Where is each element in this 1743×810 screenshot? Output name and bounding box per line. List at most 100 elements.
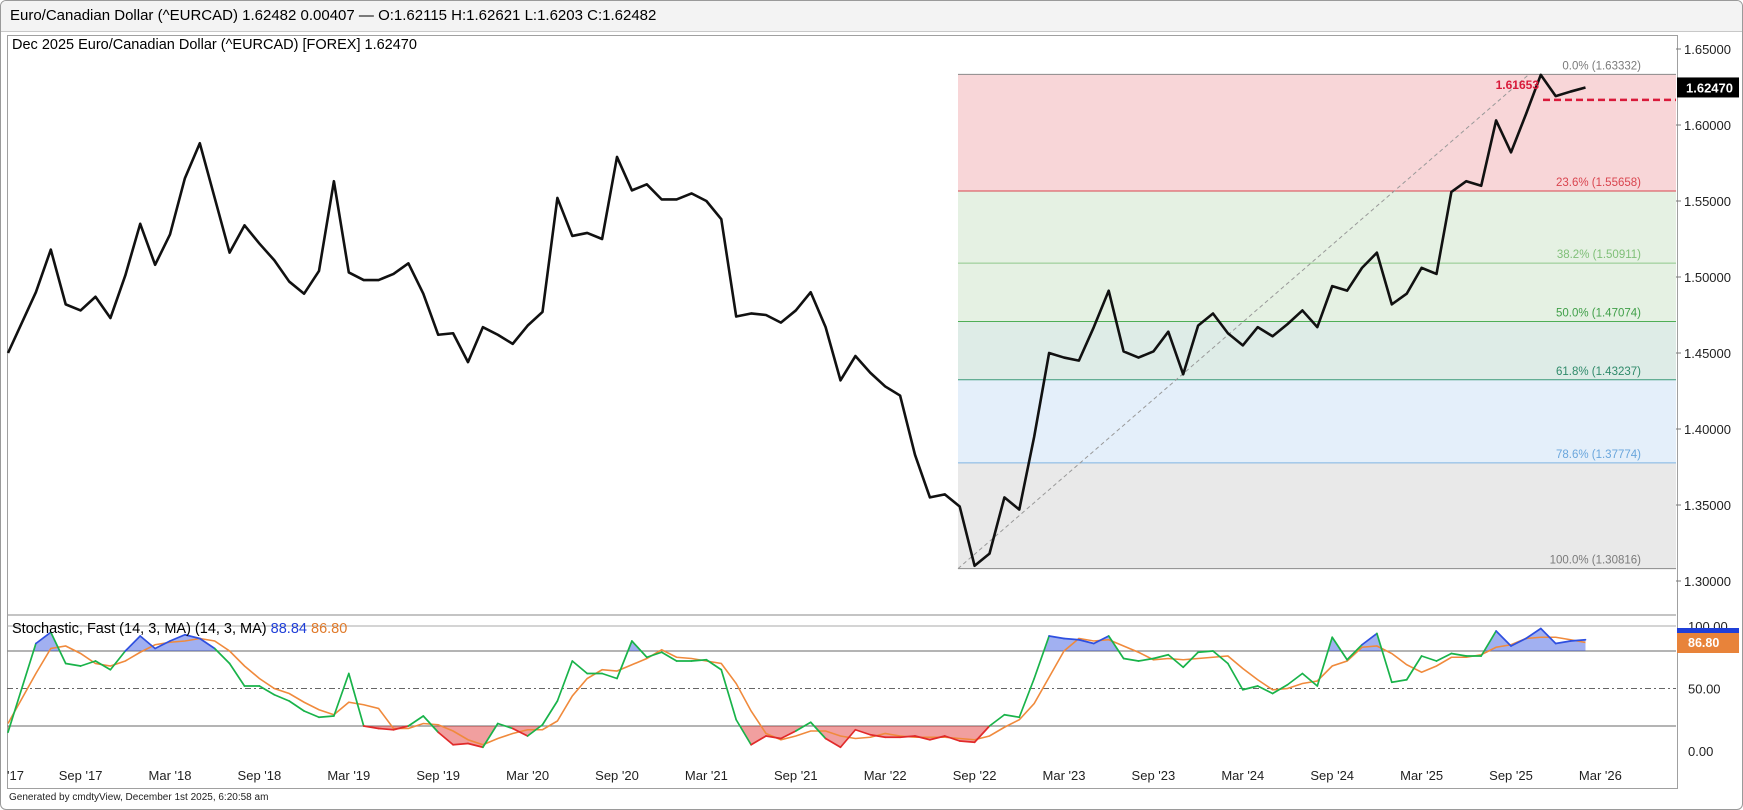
stoch-k-segment — [541, 700, 559, 726]
fib-level-label: 78.6% (1.37774) — [1556, 449, 1641, 461]
x-tick-label: Sep '20 — [595, 768, 639, 783]
y-tick-label: 1.55000 — [1684, 194, 1731, 209]
x-tick-label: Sep '24 — [1310, 768, 1354, 783]
x-tick-label: Sep '21 — [774, 768, 818, 783]
stoch-k-segment — [1078, 638, 1095, 645]
x-tick-label: Mar '23 — [1043, 768, 1086, 783]
main-chart-title: Dec 2025 Euro/Canadian Dollar (^EURCAD) … — [12, 37, 417, 53]
stoch-k-segment — [869, 733, 887, 739]
plot-area[interactable] — [7, 35, 1678, 789]
stoch-k-segment — [198, 637, 216, 650]
x-tick-label: Mar '25 — [1400, 768, 1443, 783]
stoch-k-segment — [1450, 652, 1468, 657]
d-value-label: 86.80 — [1688, 636, 1719, 650]
stoch-k-segment — [1495, 630, 1512, 647]
y-tick-label: 1.30000 — [1684, 574, 1731, 589]
stoch-k-segment — [1241, 685, 1259, 691]
stoch-k-segment — [556, 660, 574, 702]
stoch-k-segment — [1525, 627, 1542, 640]
stoch-k-segment — [645, 651, 663, 659]
last-price-label: 1.62470 — [1686, 80, 1733, 95]
stoch-k-segment — [958, 740, 976, 744]
fib-level-label: 100.0% (1.30816) — [1550, 555, 1642, 567]
stoch-k-segment — [64, 662, 82, 667]
stoch-k-segment — [109, 650, 127, 671]
stoch-k-value: 88.84 — [270, 621, 307, 637]
stoch-k-segment — [1122, 657, 1140, 662]
fib-band — [958, 462, 1676, 569]
stoch-k-segment — [452, 742, 469, 746]
stoch-k-segment — [94, 660, 112, 671]
stoch-k-segment — [1435, 652, 1453, 662]
y-tick-label: 1.35000 — [1684, 498, 1731, 513]
stoch-k-segment — [347, 672, 365, 727]
d-value-box — [1677, 633, 1739, 653]
stoch-k-segment — [496, 722, 514, 730]
stoch-k-segment — [1152, 653, 1170, 660]
stoch-k-segment — [482, 722, 499, 749]
x-tick-label: Mar '21 — [685, 768, 728, 783]
stoch-k-segment — [1301, 672, 1319, 687]
stoch-k-segment — [526, 723, 544, 737]
fib-level-label: 61.8% (1.43237) — [1556, 366, 1641, 378]
stoch-k-segment — [1167, 653, 1185, 669]
y-tick-label: 1.40000 — [1684, 422, 1731, 437]
stoch-k-segment — [1033, 635, 1050, 680]
stoch-k-segment — [705, 658, 723, 671]
fib-band — [958, 263, 1676, 322]
stoch-k-segment — [228, 662, 246, 687]
stoch-k-segment — [258, 685, 276, 696]
last-price-box — [1677, 77, 1739, 98]
fib-band — [958, 379, 1676, 463]
y-tick-label: 1.45000 — [1684, 346, 1731, 361]
stoch-k-segment — [839, 728, 857, 749]
price-line — [6, 73, 1586, 568]
stoch-k-segment — [1227, 662, 1244, 691]
x-tick-label: '17 — [7, 768, 24, 783]
stoch-k-segment — [1346, 643, 1363, 661]
stoch-d-value: 86.80 — [311, 621, 348, 637]
oversold-fill — [363, 726, 409, 730]
stoch-k-segment — [303, 710, 320, 719]
stoch-k-segment — [1137, 657, 1155, 662]
stoch-k-segment — [1569, 638, 1587, 642]
y-tick-label: 1.50000 — [1684, 270, 1731, 285]
stoch-k-segment — [437, 731, 454, 746]
stoch-k-segment — [169, 633, 186, 642]
stoch-k-segment — [1197, 650, 1214, 654]
x-tick-label: Mar '24 — [1221, 768, 1264, 783]
x-tick-label: Mar '22 — [864, 768, 907, 783]
stoch-k-segment — [750, 735, 767, 746]
stoch-k-segment — [362, 725, 380, 730]
stoch-k-segment — [1361, 632, 1378, 646]
stoch-k-segment — [720, 668, 738, 721]
stoch-k-segment — [511, 727, 529, 737]
fib-band — [958, 74, 1676, 191]
stoch-k-segment — [407, 715, 425, 727]
stoch-k-segment — [1212, 650, 1229, 665]
x-tick-label: Mar '20 — [506, 768, 549, 783]
fib-level-label: 0.0% (1.63332) — [1562, 60, 1641, 72]
stoch-k-segment — [1271, 683, 1289, 695]
stoch-k-segment — [765, 735, 782, 740]
stoch-k-segment — [899, 735, 916, 739]
x-tick-label: Sep '17 — [59, 768, 103, 783]
stoch-k-segment — [780, 730, 797, 740]
fib-level-label: 50.0% (1.47074) — [1556, 307, 1641, 319]
quote-summary: Euro/Canadian Dollar (^EURCAD) 1.62482 0… — [10, 7, 657, 24]
fib-band — [958, 321, 1676, 380]
stoch-k-segment — [79, 660, 97, 667]
main-title-text: Dec 2025 Euro/Canadian Dollar (^EURCAD) … — [12, 37, 417, 53]
stoch-k-segment — [1003, 713, 1021, 719]
x-tick-label: Mar '18 — [149, 768, 192, 783]
x-tick-label: Sep '19 — [416, 768, 460, 783]
stoch-k-segment — [1405, 655, 1423, 681]
stoch-k-segment — [213, 647, 231, 665]
k-value-box — [1677, 628, 1739, 636]
stoch-k-segment — [184, 633, 201, 640]
overbought-fill — [1043, 636, 1119, 651]
stoch-k-segment — [794, 721, 812, 732]
stoch-k-segment — [1286, 672, 1304, 686]
